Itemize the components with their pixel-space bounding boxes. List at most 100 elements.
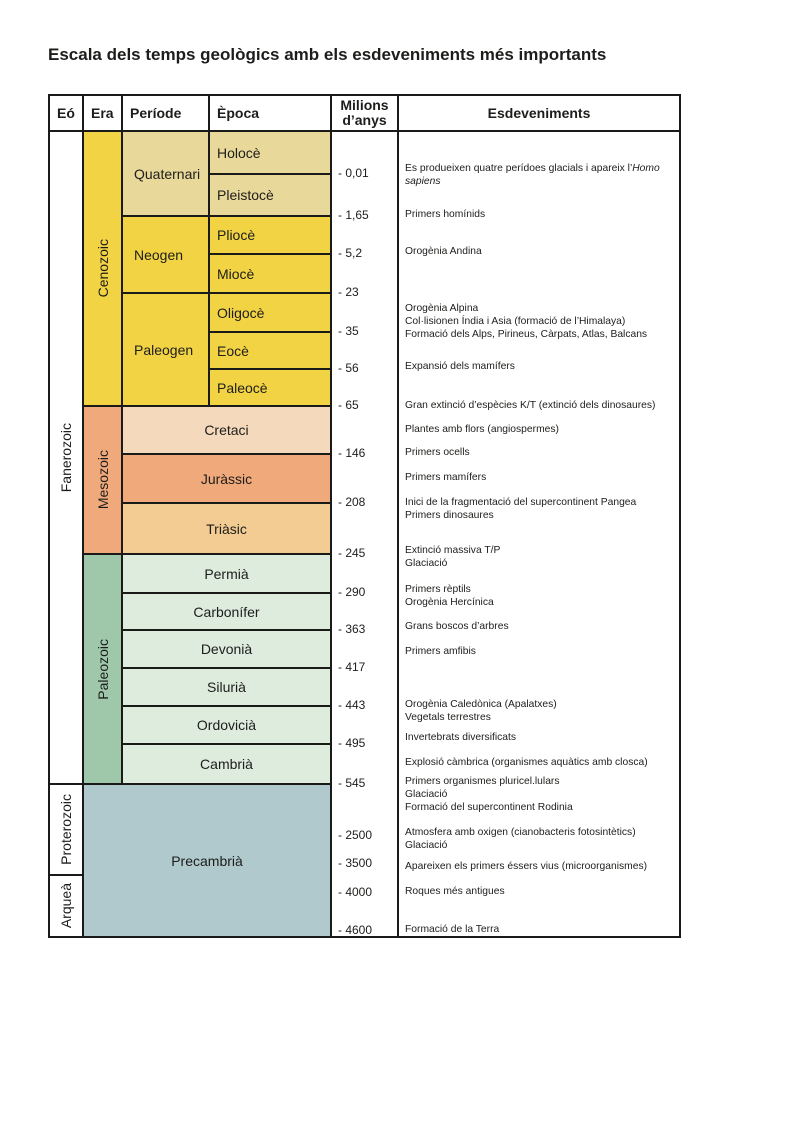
age-tick: - 23	[338, 285, 359, 299]
epoch-cell-mioce: Miocè	[208, 253, 332, 294]
event-text: Es produeixen quatre perídoes glacials i…	[405, 162, 681, 188]
event-text: Explosió càmbrica (organismes aquàtics a…	[405, 757, 648, 768]
period-label: Quaternari	[134, 165, 201, 182]
header-label: Període	[130, 105, 182, 121]
geologic-time-table: Eó Era Període Època Milions d’anys Esde…	[48, 94, 683, 940]
epoch-cell-eoce: Eocè	[208, 331, 332, 370]
event-text: Primers amfibis	[405, 646, 476, 657]
eon-label: Proterozoic	[58, 794, 74, 865]
epoch-label: Paleocè	[217, 379, 268, 396]
event-text: Primers rèptils Orogènia Hercínica	[405, 584, 494, 608]
age-tick: - 443	[338, 698, 366, 712]
epoch-label: Holocè	[217, 144, 261, 161]
cell-precambria: Precambrià	[82, 783, 332, 938]
period-row-devonia: Devonià	[121, 629, 332, 669]
event-text: Expansió dels mamífers	[405, 361, 515, 372]
period-label: Cambrià	[200, 756, 253, 772]
period-label: Cretaci	[204, 422, 249, 438]
epoch-cell-pleistoce: Pleistocè	[208, 173, 332, 217]
event-text: Orogènia Alpina Col·lisionen Índia i Asi…	[405, 303, 648, 340]
era-cell-mesozoic: Mesozoic	[82, 405, 123, 555]
header-cell-esdeveniments: Esdeveniments	[397, 94, 681, 132]
period-row-cambria: Cambrià	[121, 743, 332, 785]
period-label: Carbonífer	[193, 603, 260, 620]
period-row-ordovicia: Ordovicià	[121, 705, 332, 745]
age-tick: - 208	[338, 495, 366, 509]
eon-label: Fanerozoic	[58, 422, 74, 493]
event-text: Primers ocells	[405, 447, 470, 458]
period-label: Permià	[204, 565, 249, 582]
event-text: Atmosfera amb oxigen (cianobacteris foto…	[405, 827, 636, 851]
period-cell-neogen: Neogen	[121, 215, 210, 294]
event-text: Orogènia Andina	[405, 246, 482, 257]
period-row-siluria: Silurià	[121, 667, 332, 707]
event-text: Extinció massiva T/P Glaciació	[405, 545, 501, 569]
period-label: Juràssic	[200, 470, 253, 487]
era-label: Paleozoic	[94, 638, 111, 700]
epoch-cell-holoce: Holocè	[208, 130, 332, 175]
header-cell-periode: Període	[121, 94, 210, 132]
period-row-triasic: Triàsic	[121, 502, 332, 555]
period-label: Silurià	[207, 679, 246, 695]
era-label: Cenozoic	[94, 239, 111, 298]
period-row-carbonifer: Carbonífer	[121, 592, 332, 631]
age-tick: - 495	[338, 736, 366, 750]
eon-cell-arquea: Arqueà	[48, 874, 84, 938]
period-row-cretaci: Cretaci	[121, 405, 332, 455]
event-text: Gran extinció d’espècies K/T (extinció d…	[405, 400, 656, 411]
age-tick: - 545	[338, 776, 366, 790]
column-millions-of-years	[330, 130, 399, 938]
event-text: Primers organismes pluricel.lulars Glaci…	[405, 776, 573, 813]
epoch-label: Pleistocè	[217, 187, 274, 203]
age-tick: - 245	[338, 546, 366, 560]
eon-cell-fanerozoic: Fanerozoic	[48, 130, 84, 785]
age-tick: - 35	[338, 324, 359, 338]
page-title: Escala dels temps geològics amb els esde…	[48, 45, 607, 64]
eon-cell-proterozoic: Proterozoic	[48, 783, 84, 876]
age-tick: - 65	[338, 398, 359, 412]
header-label: Era	[91, 105, 114, 121]
event-text: Invertebrats diversificats	[405, 732, 517, 743]
epoch-cell-paleoce: Paleocè	[208, 368, 332, 407]
event-text: Inici de la fragmentació del supercontin…	[405, 497, 637, 521]
age-tick: - 363	[338, 622, 366, 636]
age-tick: - 4000	[338, 885, 373, 899]
age-tick: - 146	[338, 446, 366, 460]
event-text: Apareixen els primers éssers vius (micro…	[405, 861, 648, 872]
event-text-plain: Es produeixen quatre perídoes glacials i…	[405, 163, 633, 174]
epoch-label: Eocè	[217, 342, 249, 359]
header-label: Època	[217, 105, 260, 121]
age-tick: - 0,01	[338, 166, 369, 180]
header-label: Milions	[340, 97, 389, 113]
event-text: Primers mamífers	[405, 472, 487, 483]
epoch-cell-plioce: Pliocè	[208, 215, 332, 255]
event-text: Orogènia Caledònica (Apalatxes) Vegetals…	[405, 699, 557, 723]
age-tick: - 290	[338, 585, 366, 599]
header-label: Eó	[57, 105, 75, 121]
header-cell-eo: Eó	[48, 94, 84, 132]
header-cell-milions-anys: Milions d’anys	[330, 94, 399, 132]
age-tick: - 5,2	[338, 246, 363, 260]
header-label: d’anys	[342, 112, 387, 128]
period-cell-paleogen: Paleogen	[121, 292, 210, 407]
event-text: Grans boscos d’arbres	[405, 621, 509, 632]
event-text: Formació de la Terra	[405, 924, 500, 935]
eon-label: Arqueà	[58, 883, 74, 929]
period-label: Paleogen	[134, 341, 194, 358]
period-label: Triàsic	[206, 520, 247, 537]
event-text-italic: Homo sapiens	[405, 163, 660, 187]
period-label: Precambrià	[171, 852, 243, 869]
period-label: Devonià	[200, 641, 253, 657]
period-row-jurassic: Juràssic	[121, 453, 332, 504]
age-tick: - 3500	[338, 856, 373, 870]
age-tick: - 56	[338, 361, 359, 375]
age-tick: - 1,65	[338, 208, 369, 222]
header-cell-epoca: Època	[208, 94, 332, 132]
event-text: Roques més antigues	[405, 886, 505, 897]
age-tick: - 4600	[338, 923, 373, 937]
age-tick: - 417	[338, 660, 366, 674]
event-text: Primers homínids	[405, 209, 486, 220]
period-label: Ordovicià	[196, 717, 257, 733]
age-tick: - 2500	[338, 828, 373, 842]
period-label: Neogen	[134, 246, 184, 263]
